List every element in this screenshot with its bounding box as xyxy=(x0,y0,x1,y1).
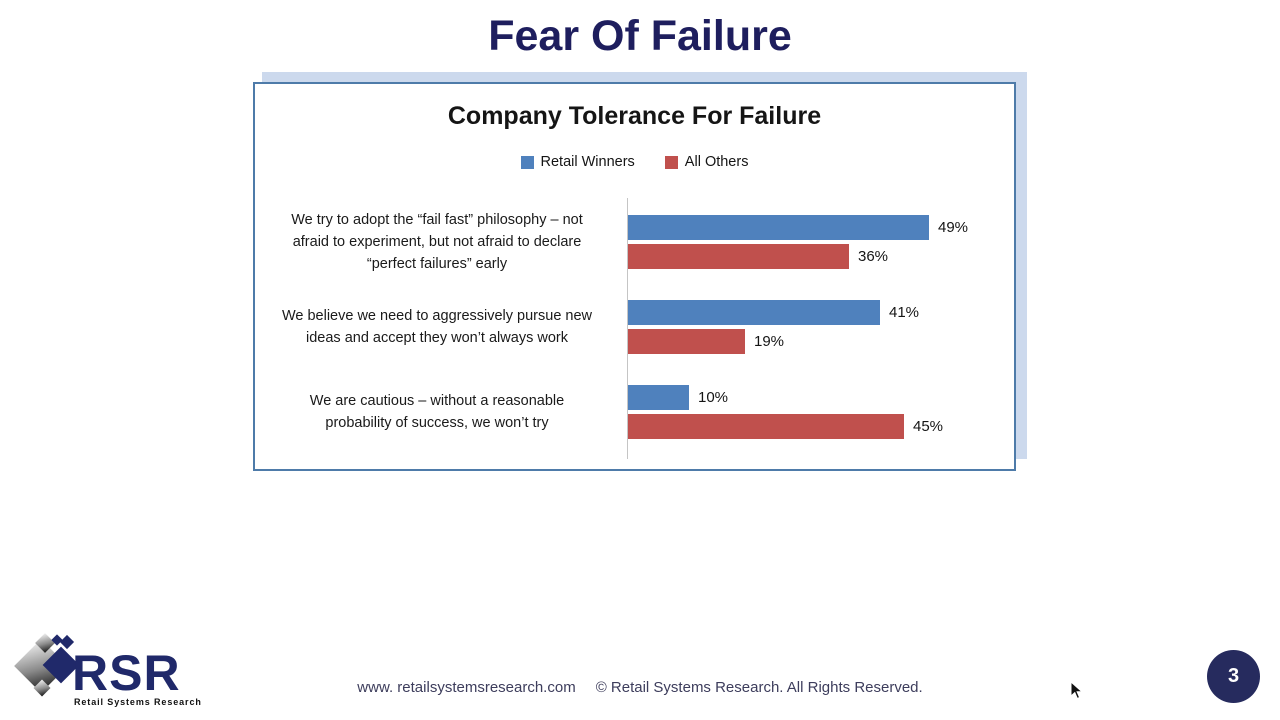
footer: www. retailsystemsresearch.com © Retail … xyxy=(0,679,1280,696)
category-label: We try to adopt the “fail fast” philosop… xyxy=(291,212,583,272)
legend-item-all-others: All Others xyxy=(664,154,749,170)
legend-item-retail-winners: Retail Winners xyxy=(520,154,635,170)
bar-value-label: 41% xyxy=(889,304,920,321)
footer-copyright: © Retail Systems Research. All Rights Re… xyxy=(595,679,923,696)
chart-legend: Retail Winners All Others xyxy=(255,154,1014,170)
bar-value-label: 19% xyxy=(754,333,785,350)
chart-panel: Company Tolerance For Failure Retail Win… xyxy=(253,82,1016,471)
bar-retail-winners xyxy=(628,215,929,240)
footer-website: www. retailsystemsresearch.com xyxy=(357,679,576,696)
legend-label: All Others xyxy=(684,154,749,170)
legend-swatch-red xyxy=(664,155,678,169)
mouse-cursor-icon xyxy=(1070,681,1083,700)
chart-axis-line xyxy=(627,198,628,459)
slide-title: Fear Of Failure xyxy=(488,12,792,60)
chart-category-group: We are cautious – without a reasonable p… xyxy=(255,385,1014,439)
bar-group: 41% 19% xyxy=(628,300,1028,358)
bar-group: 49% 36% xyxy=(628,215,1028,273)
chart-category-group: We believe we need to aggressively pursu… xyxy=(255,300,1014,354)
chart-category-group: We try to adopt the “fail fast” philosop… xyxy=(255,212,1014,272)
bar-group: 10% 45% xyxy=(628,385,1028,443)
legend-label: Retail Winners xyxy=(540,154,635,170)
page-number-badge: 3 xyxy=(1207,650,1260,703)
bar-value-label: 36% xyxy=(858,248,889,265)
page-number: 3 xyxy=(1227,665,1240,687)
bar-all-others xyxy=(628,244,849,269)
category-label: We believe we need to aggressively pursu… xyxy=(281,308,593,346)
bar-value-label: 45% xyxy=(913,418,944,435)
bar-retail-winners xyxy=(628,300,880,325)
bar-all-others xyxy=(628,414,904,439)
bar-value-label: 49% xyxy=(938,219,969,236)
bar-all-others xyxy=(628,329,745,354)
logo-text: RSR xyxy=(72,645,181,701)
legend-swatch-blue xyxy=(520,155,534,169)
bar-retail-winners xyxy=(628,385,689,410)
chart-title: Company Tolerance For Failure xyxy=(447,102,822,130)
logo-tagline: Retail Systems Research xyxy=(74,697,202,707)
rsr-logo: RSR Retail Systems Research xyxy=(14,630,220,710)
category-label: We are cautious – without a reasonable p… xyxy=(309,393,565,431)
bar-value-label: 10% xyxy=(698,389,729,406)
